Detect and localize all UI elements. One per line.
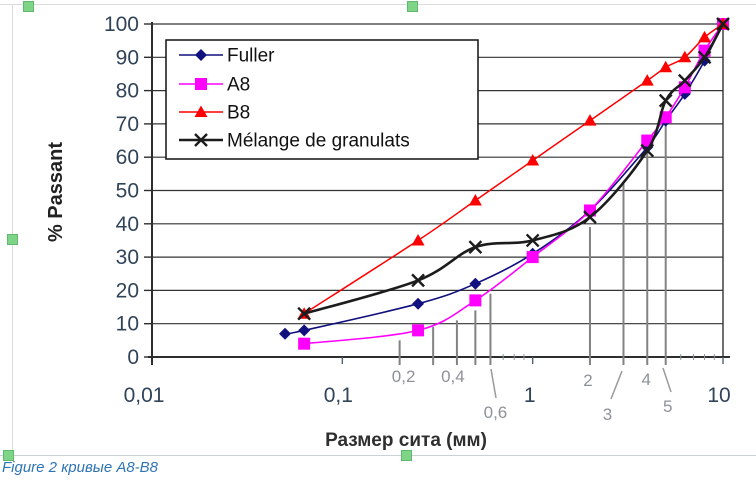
sieve-size-annotation: 3 [603,405,612,424]
legend-label-a8: A8 [227,75,250,96]
y-tick-label: 80 [116,80,139,103]
legend-item-fuller: Fuller [179,46,275,67]
x-annotations: 0,2 0,4 0,6 23 45 [392,367,673,424]
y-tick-labels: 0 10 20 30 40 50 60 70 80 90 100 [104,13,139,369]
selection-handle-bottom-center[interactable] [401,450,412,461]
legend-label-fuller: Fuller [227,46,275,67]
y-tick-label: 0 [127,346,139,369]
selection-border-left [12,4,13,455]
y-tick-label: 100 [104,13,139,36]
y-tick-label: 70 [116,113,139,136]
y-tick-label: 60 [116,146,139,169]
sieve-size-annotation: 0,2 [392,367,416,386]
x-axis-title: Размер сита (мм) [325,430,487,451]
legend: Fuller A8 B8 Mélange de granulats [165,39,479,160]
y-tick-label: 90 [116,46,139,69]
legend-label-melange-de-granulats: Mélange de granulats [227,131,410,152]
x-tick-label: 10 [707,384,730,407]
y-tick-label: 30 [116,246,139,269]
legend-item-a8: A8 [179,75,250,96]
legend-label-b8: B8 [227,103,250,124]
selection-handle-top-center[interactable] [407,1,418,12]
x-tick-label: 1 [524,384,536,407]
figure-caption[interactable]: Figure 2 кривые A8-B8 [2,459,158,476]
y-tick-label: 10 [116,313,139,336]
legend-item-melange-de-granulats: Mélange de granulats [179,131,410,152]
y-tick-label: 20 [116,279,139,302]
x-tick-label: 0,1 [324,384,353,407]
legend-item-b8: B8 [179,103,250,124]
y-axis-title: % Passant [45,142,67,242]
y-tick-label: 40 [116,213,139,236]
series-melange-de-granulats [297,17,730,321]
drop-lines [398,123,672,400]
sieve-size-annotation: 2 [583,371,592,390]
selection-handle-top-left[interactable] [23,1,34,12]
sieve-size-annotation: 0,6 [484,403,508,422]
sieve-size-annotation: 4 [642,370,651,389]
x-tick-label: 0,01 [124,384,165,407]
selection-border-bottom [0,455,756,456]
figure-caption-text: Figure 2 кривые A8-B8 [2,459,159,476]
sieve-size-annotation: 0,4 [441,367,465,386]
sieve-size-annotation: 5 [663,397,672,416]
y-tick-label: 50 [116,180,139,203]
selection-handle-bottom-left[interactable] [3,450,14,461]
selection-handle-left-middle[interactable] [7,234,18,245]
selection-border-top [0,4,756,5]
x-tick-labels: 0,01 0,1 1 10 [124,384,731,407]
